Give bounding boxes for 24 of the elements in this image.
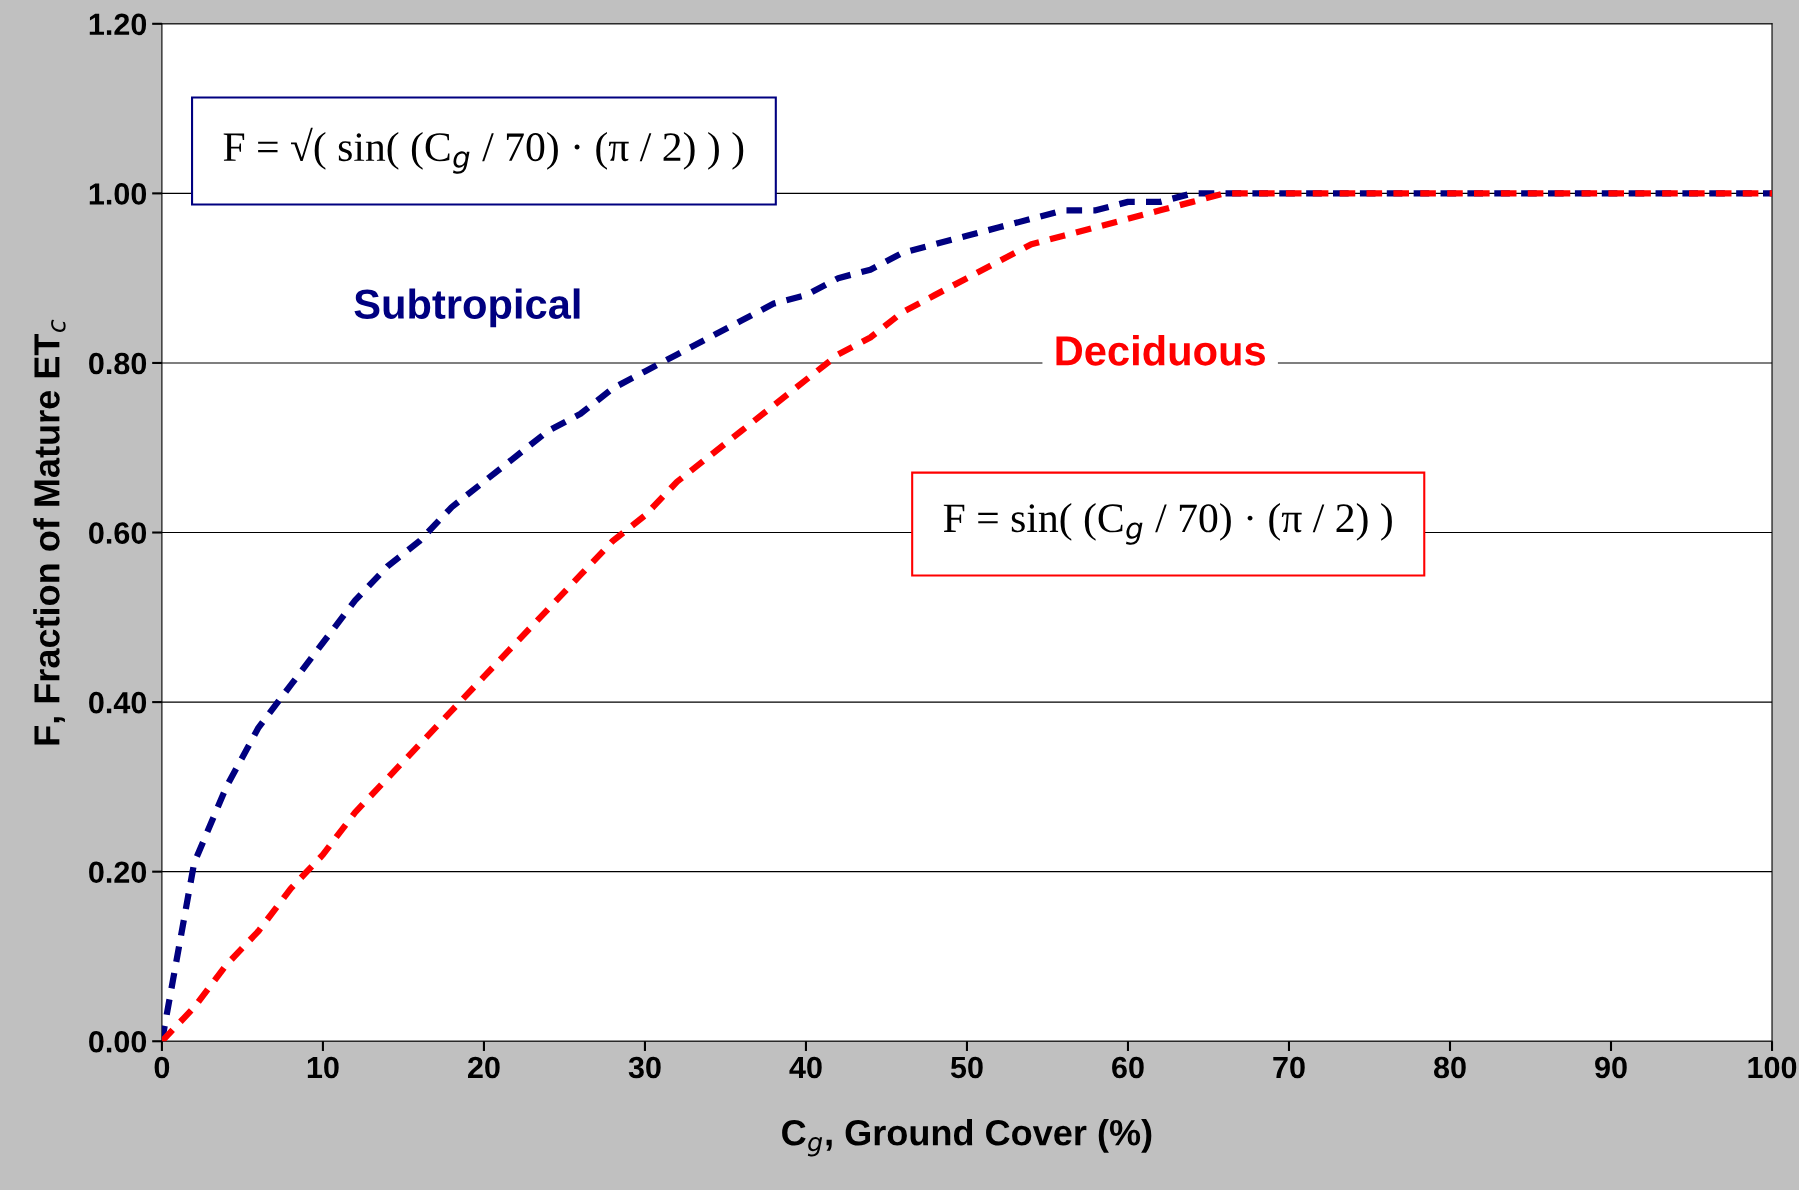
y-tick-label: 0.60 <box>89 522 147 544</box>
y-tick-label: 0.20 <box>89 861 147 884</box>
x-tick-label: 100 <box>1748 1056 1797 1079</box>
y-tick-label: 0.80 <box>89 352 147 375</box>
x-axis-title: C$_{g}$, Ground Cover (%) <box>782 1119 1152 1157</box>
y-tick-label: 1.20 <box>89 13 147 36</box>
x-tick-label: 80 <box>1433 1056 1466 1079</box>
y-axis-title: F, Fraction of Mature ET$_{c}$ <box>33 319 66 745</box>
series-label: Subtropical <box>354 288 580 328</box>
annotation: F = √( sin( (C$_{g}$ / 70) · (π / 2) ) ) <box>223 127 744 174</box>
x-tick-label: 50 <box>950 1056 983 1079</box>
x-tick-label: 30 <box>628 1056 661 1079</box>
x-tick-label: 0 <box>154 1056 170 1079</box>
x-tick-label: 70 <box>1273 1056 1305 1079</box>
x-tick-label: 20 <box>468 1056 500 1079</box>
x-tick-label: 90 <box>1595 1056 1627 1079</box>
annotation: F = sin( (C$_{g}$ / 70) · (π / 2) ) <box>943 503 1392 545</box>
y-tick-label: 0.00 <box>89 1030 147 1053</box>
x-tick-label: 40 <box>789 1056 822 1079</box>
y-tick-label: 1.00 <box>89 183 147 205</box>
y-tick-label: 0.40 <box>89 691 147 714</box>
x-tick-label: 10 <box>307 1056 339 1079</box>
x-tick-label: 60 <box>1112 1056 1144 1079</box>
text: Deciduous <box>1056 335 1265 366</box>
